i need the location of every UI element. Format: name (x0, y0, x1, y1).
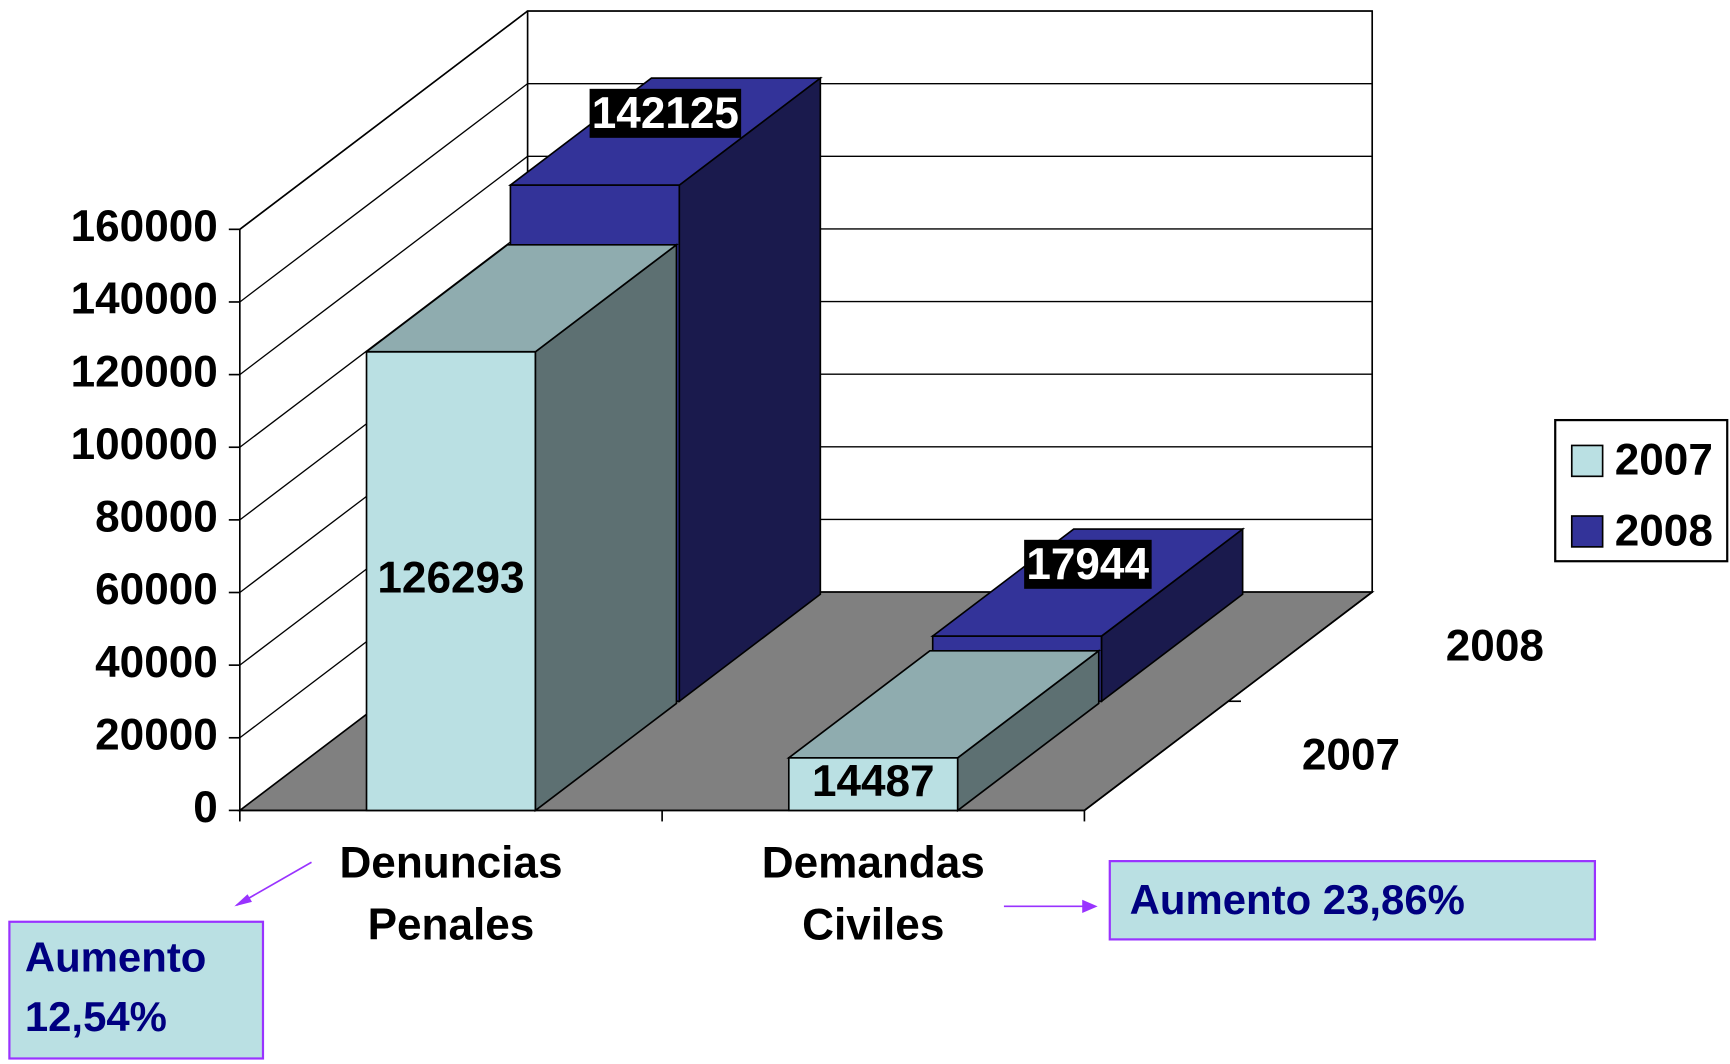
annotation-box (8, 920, 265, 1060)
data-label-bg (589, 88, 742, 138)
depth-label: 2007 (1302, 731, 1400, 780)
y-tick-label: 20000 (95, 710, 218, 759)
grid-line (239, 10, 529, 230)
arrow-head (234, 894, 252, 907)
bar-top (364, 243, 679, 353)
grid-line (239, 155, 529, 376)
y-tick-label: 40000 (95, 638, 218, 687)
bar-top (786, 649, 1102, 759)
data-label: 14487 (812, 757, 935, 806)
depth-label: 2008 (1446, 622, 1544, 671)
annotation-box (1108, 860, 1597, 941)
annotation-box: Aumento 23,86% (1129, 877, 1465, 924)
arrow-head (1082, 899, 1098, 913)
data-label-bg (1024, 539, 1152, 589)
y-tick-label: 0 (193, 783, 218, 832)
y-tick-label: 60000 (95, 565, 218, 614)
grid-line (239, 83, 529, 303)
y-tick-label: 160000 (71, 202, 218, 251)
legend-label: 2007 (1615, 436, 1713, 485)
legend-swatch (1570, 444, 1604, 478)
y-tick-label: 140000 (71, 275, 218, 324)
y-tick-label: 120000 (71, 347, 218, 396)
y-tick-label: 80000 (95, 493, 218, 542)
x-tick-label: Demandas Civiles (761, 839, 985, 950)
annotation-box: Aumento 12,54% (24, 934, 207, 1041)
bar-side (678, 76, 822, 703)
data-label: 17944 (1026, 540, 1149, 589)
y-tick-label: 100000 (71, 420, 218, 469)
annotation: Aumento 12,54% (24, 934, 207, 1041)
legend-label: 2008 (1615, 506, 1713, 555)
annotation: Aumento 23,86% (1129, 877, 1465, 924)
x-tick-label-box: Denuncias Penales (339, 839, 563, 950)
data-label: 126293 (377, 554, 524, 603)
x-tick-label: Denuncias Penales (339, 839, 563, 950)
legend-swatch (1570, 515, 1604, 548)
data-label: 142125 (592, 89, 739, 138)
x-tick-label-box: Demandas Civiles (761, 839, 985, 950)
